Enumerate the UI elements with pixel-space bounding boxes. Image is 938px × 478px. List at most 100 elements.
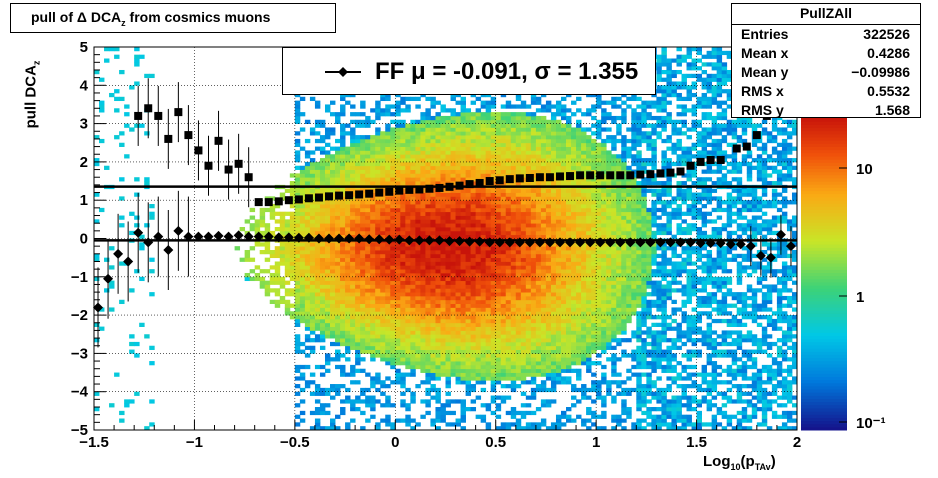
heatmap-cell [410, 395, 416, 400]
heatmap-cell [395, 380, 401, 385]
heatmap-cell [560, 192, 567, 197]
heatmap-cell [550, 204, 557, 209]
heatmap-cell [525, 138, 532, 144]
heatmap-cell [345, 276, 351, 282]
heatmap-cell [425, 108, 431, 113]
heatmap-cell [480, 249, 487, 255]
heatmap-cell [500, 345, 507, 350]
heatmap-cell [390, 357, 396, 362]
heatmap-cell [375, 299, 381, 305]
heatmap-cell [550, 361, 557, 366]
heatmap-cell [560, 341, 567, 347]
heatmap-cell [324, 410, 331, 416]
heatmap-cell [540, 200, 547, 205]
heatmap-cell [340, 364, 346, 370]
heatmap-cell [560, 376, 567, 381]
heatmap-cell [591, 341, 597, 347]
heatmap-cell [591, 108, 597, 113]
heatmap-cell [440, 196, 446, 201]
heatmap-cell [545, 196, 552, 201]
heatmap-cell [350, 368, 356, 373]
heatmap-cell [314, 188, 321, 193]
heatmap-cell [400, 249, 406, 255]
heatmap-cell [490, 269, 497, 274]
heatmap-cell [319, 119, 326, 124]
heatmap-cell [340, 127, 346, 132]
heatmap-cell [375, 230, 381, 236]
heatmap-cell [435, 119, 441, 124]
heatmap-cell [119, 215, 125, 220]
heatmap-cell [420, 261, 426, 266]
heatmap-cell [475, 150, 482, 155]
heatmap-cell [425, 219, 431, 224]
heatmap-cell [335, 249, 341, 255]
heatmap-cell [345, 146, 351, 151]
heatmap-cell [510, 349, 517, 354]
heatmap-cell [355, 307, 361, 312]
heatmap-cell [571, 158, 577, 163]
heatmap-cell [540, 181, 547, 186]
heatmap-cell [400, 253, 406, 259]
heatmap-cell [109, 265, 115, 270]
heatmap-cell [99, 207, 105, 213]
heatmap-cell [440, 165, 446, 170]
heatmap-cell [596, 303, 602, 308]
heatmap-cell [470, 249, 477, 255]
heatmap-cell [555, 200, 562, 205]
heatmap-cell [119, 142, 125, 147]
heatmap-cell [545, 108, 552, 113]
heatmap-cell [500, 146, 507, 151]
heatmap-cell [304, 384, 311, 389]
heatmap-cell [500, 257, 507, 262]
heatmap-cell [279, 192, 286, 197]
heatmap-cell [576, 399, 582, 404]
heatmap-cell [455, 204, 461, 209]
heatmap-cell [330, 177, 336, 182]
heatmap-cell [596, 426, 602, 431]
heatmap-cell [299, 253, 306, 259]
heatmap-cell [400, 219, 406, 224]
heatmap-cell [450, 165, 456, 170]
heatmap-cell [340, 253, 346, 259]
heatmap-cell [355, 349, 361, 354]
heatmap-cell [545, 100, 552, 105]
heatmap-cell [370, 219, 376, 224]
heatmap-cell [380, 315, 386, 320]
heatmap-cell [591, 215, 597, 220]
heatmap-cell [405, 272, 411, 278]
heatmap-cell [365, 284, 371, 289]
heatmap-cell [420, 292, 426, 297]
heatmap-cell [525, 257, 532, 262]
heatmap-cell [475, 131, 482, 136]
heatmap-cell [470, 361, 477, 366]
heatmap-cell [550, 169, 557, 174]
heatmap-cell [330, 165, 336, 170]
heatmap-cell [566, 115, 572, 121]
heatmap-cell [390, 181, 396, 186]
heatmap-cell [535, 349, 542, 354]
heatmap-cell [330, 315, 336, 320]
heatmap-cell [355, 318, 361, 324]
heatmap-cell [485, 146, 492, 151]
heatmap-cell [299, 242, 306, 247]
heatmap-cell [520, 131, 527, 136]
heatmap-cell [495, 341, 502, 347]
heatmap-cell [576, 280, 582, 285]
heatmap-cell [350, 177, 356, 182]
heatmap-cell [495, 338, 502, 343]
heatmap-cell [480, 192, 487, 197]
heatmap-cell [510, 104, 517, 109]
heatmap-cell [505, 135, 512, 140]
heatmap-cell [505, 284, 512, 289]
heatmap-cell [425, 288, 431, 293]
heatmap-cell [425, 223, 431, 228]
heatmap-cell [545, 326, 552, 331]
heatmap-cell [385, 142, 391, 147]
heatmap-cell [355, 138, 361, 144]
heatmap-cell [410, 261, 416, 266]
heatmap-cell [566, 150, 572, 155]
heatmap-cell [405, 311, 411, 316]
heatmap-cell [360, 410, 366, 416]
heatmap-cell [555, 303, 562, 308]
heatmap-cell [335, 326, 341, 331]
